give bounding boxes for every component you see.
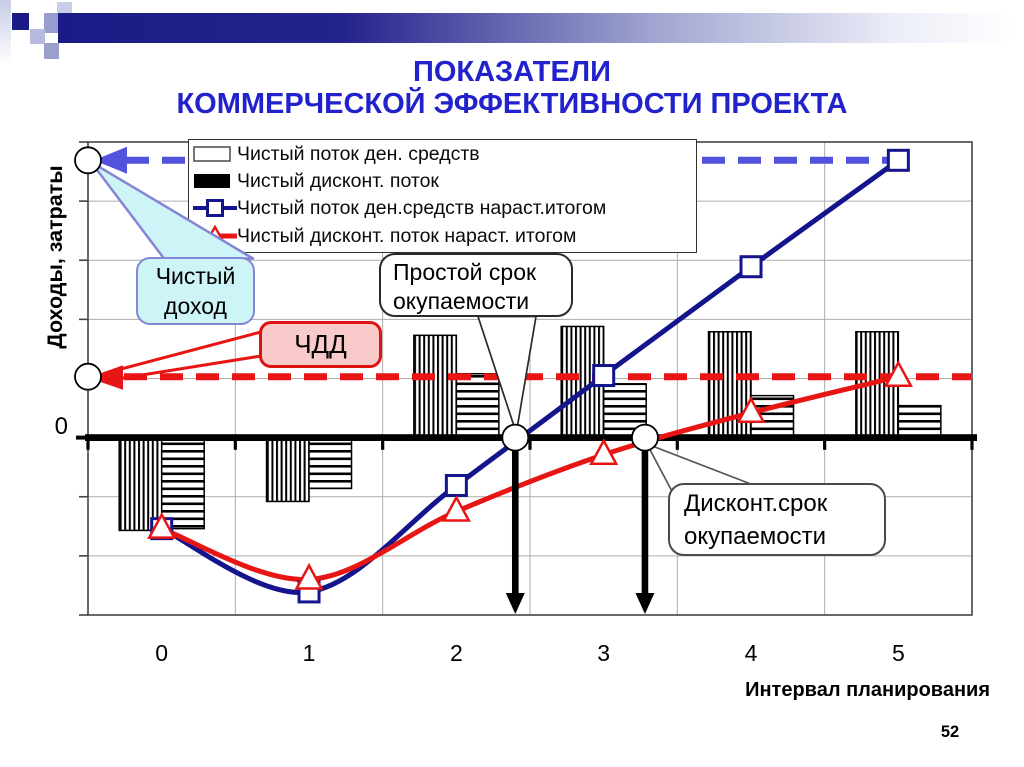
square-marker [592, 364, 616, 388]
callout-simple-payback-line1: Простой срок [393, 259, 537, 285]
net-flow-bar [118, 436, 163, 532]
decor-square-medium [44, 13, 59, 33]
cumulative-disc-line [160, 374, 899, 583]
x-tick-mark [233, 440, 237, 450]
triangle-marker [294, 562, 324, 590]
square-marker [444, 473, 468, 497]
legend-swatch-line-square [193, 199, 237, 218]
x-tick-label-5: 5 [891, 640, 905, 666]
triangle-marker [441, 494, 471, 522]
disc-flow-bar [455, 372, 500, 439]
disc-flow-bar [602, 383, 647, 439]
legend-row: Чистый поток ден. средств [193, 140, 696, 167]
legend-row: Чистый поток ден.средств нараст.итогом [193, 195, 696, 222]
x-tick-mark [381, 440, 385, 450]
x-tick-mark [675, 440, 679, 450]
legend-swatch-line-triangle [193, 224, 237, 246]
disc-flow-bar [897, 404, 942, 439]
slide-title-line1: ПОКАЗАТЕЛИ [413, 56, 611, 88]
y-tick [79, 614, 88, 616]
y-tick [79, 200, 88, 202]
legend-row: Чистый дисконт. поток [193, 167, 696, 194]
decor-left-strip [0, 0, 11, 64]
legend-swatch-bar-solid [194, 174, 230, 189]
header-gradient-bar [58, 13, 1012, 43]
net-flow-bar [265, 436, 310, 503]
square-marker [739, 255, 763, 279]
callout-net-income: Чистый доход [136, 257, 255, 325]
legend-label: Чистый дисконт. поток нараст. итогом [237, 224, 577, 247]
decor-square-lower [44, 43, 59, 59]
x-tick-label-4: 4 [744, 640, 758, 666]
decor-square-pale [30, 29, 45, 44]
triangle-marker [147, 512, 177, 539]
disc-flow-bar [308, 436, 353, 490]
page-number: 52 [940, 723, 960, 741]
legend-row: Чистый дисконт. поток нараст. итогом [193, 222, 696, 249]
callout-simple-payback: Простой срок окупаемости [379, 253, 573, 317]
triangle-marker [736, 396, 766, 424]
x-tick-mark [86, 440, 90, 450]
x-tick-mark [823, 440, 827, 450]
decor-square-dark [12, 13, 29, 30]
legend-label: Чистый поток ден. средств [237, 142, 480, 165]
callout-npv-label: ЧДД [294, 329, 347, 359]
callout-npv: ЧДД [259, 321, 382, 368]
y-tick [79, 495, 88, 498]
callout-discounted-payback-line2: окупаемости [684, 523, 827, 550]
disc-flow-bar [160, 436, 205, 530]
net-flow-bar [413, 334, 458, 439]
callout-discounted-payback: Дисконт.срок окупаемости [668, 483, 886, 556]
callout-net-income-line1: Чистый [155, 263, 236, 289]
y-tick [79, 141, 88, 143]
zero-axis [85, 434, 977, 441]
chart-legend: Чистый поток ден. средств Чистый дисконт.… [188, 139, 697, 253]
legend-label: Чистый поток ден.средств нараст.итогом [237, 197, 607, 220]
callout-net-income-line2: доход [164, 293, 227, 319]
y-axis-title: Доходы, затраты [43, 165, 67, 349]
x-tick-mark [528, 440, 532, 450]
y-zero-label: 0 [54, 413, 68, 440]
y-tick [79, 555, 88, 557]
callout-discounted-payback-line1: Дисконт.срок [684, 490, 828, 517]
y-tick [79, 377, 88, 380]
x-tick-label-1: 1 [302, 640, 316, 666]
square-marker [886, 148, 910, 172]
callout-simple-payback-line2: окупаемости [393, 288, 530, 314]
legend-label: Чистый дисконт. поток [237, 170, 439, 193]
x-tick-mark [970, 440, 974, 450]
legend-swatch-bar-outline [193, 145, 231, 162]
triangle-marker [589, 438, 619, 465]
x-tick-label-0: 0 [155, 640, 169, 666]
x-axis-title: Интервал планирования [745, 679, 990, 701]
x-tick-label-3: 3 [597, 640, 611, 666]
net-income-arrowhead [94, 146, 127, 174]
x-tick-label-2: 2 [449, 640, 463, 666]
slide-title-line2: КОММЕРЧЕСКОЙ ЭФФЕКТИВНОСТИ ПРОЕКТА [176, 88, 848, 120]
y-tick-zero [76, 435, 88, 440]
y-tick [79, 318, 88, 321]
y-tick [79, 259, 88, 262]
triangle-marker [883, 360, 913, 387]
